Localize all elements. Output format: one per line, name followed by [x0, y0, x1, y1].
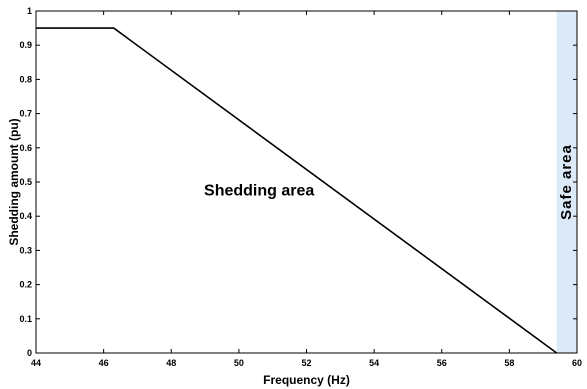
x-tick-label: 44: [31, 358, 41, 368]
x-tick-label: 60: [572, 358, 582, 368]
x-tick-label: 50: [234, 358, 244, 368]
x-tick-label: 56: [437, 358, 447, 368]
y-tick-label: 0.3: [19, 245, 32, 255]
y-tick-label: 0.7: [19, 109, 32, 119]
safe-area-label: Safe area: [558, 144, 575, 220]
x-tick-label: 58: [504, 358, 514, 368]
y-tick-label: 0.6: [19, 143, 32, 153]
y-tick-label: 0.5: [19, 177, 32, 187]
y-tick-label: 0: [27, 348, 32, 358]
y-tick-label: 0.4: [19, 211, 32, 221]
y-tick-label: 1: [27, 6, 32, 16]
x-tick-label: 54: [369, 358, 379, 368]
plot-frame: [35, 10, 578, 354]
y-tick-label: 0.8: [19, 74, 32, 84]
safe-area-region: [556, 11, 577, 353]
shedding-curve: [36, 27, 558, 354]
y-axis-label: Shedding amount (pu): [7, 118, 21, 245]
x-tick-label: 52: [301, 358, 311, 368]
x-tick-label: 46: [99, 358, 109, 368]
x-axis: 44 46 48 50 52 54 56 58 60: [31, 11, 582, 368]
x-tick-label: 48: [166, 358, 176, 368]
y-tick-label: 0.2: [19, 280, 32, 290]
shedding-area-label: Shedding area: [204, 183, 314, 200]
y-tick-label: 0.1: [19, 314, 32, 324]
x-axis-label: Frequency (Hz): [263, 373, 350, 387]
y-tick-label: 0.9: [19, 40, 32, 50]
